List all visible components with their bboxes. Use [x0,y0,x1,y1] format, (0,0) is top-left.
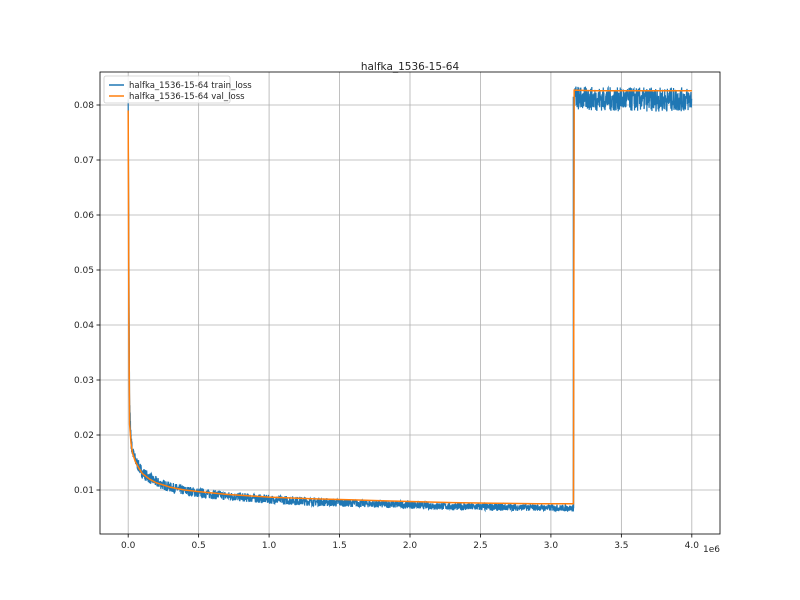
y-tick-label: 0.03 [74,376,94,386]
chart-title: halfka_1536-15-64 [361,61,460,73]
x-tick-label: 1.5 [332,541,346,551]
x-tick-label: 1.0 [262,541,277,551]
x-tick-label: 4.0 [685,541,700,551]
y-tick-label: 0.04 [74,321,94,331]
y-tick-label: 0.06 [74,211,94,221]
axis-ticks: 0.0 0.5 1.0 1.5 2.0 2.5 3.0 3.5 4.0 0.01 0.02 0.03 0… [74,101,699,551]
val-loss-line [127,89,692,505]
y-tick-label: 0.02 [74,431,94,441]
y-tick-label: 0.01 [74,486,94,496]
x-tick-label: 0.5 [191,541,205,551]
legend-box [103,75,231,104]
grid-lines [100,72,720,534]
y-tick-label: 0.08 [74,101,94,111]
legend-label: halfka_1536-15-64 train_loss [129,81,252,91]
train-loss-line [127,85,693,513]
x-tick-label: 2.0 [403,541,418,551]
x-tick-label: 3.0 [544,541,559,551]
series-lines [127,85,693,513]
legend-label: halfka_1536-15-64 val_loss [129,92,245,102]
x-tick-label: 2.5 [473,541,487,551]
x-axis-offset-label: 1e6 [703,545,720,555]
y-tick-label: 0.07 [74,156,94,166]
y-tick-label: 0.05 [74,266,94,276]
x-tick-label: 3.5 [614,541,628,551]
x-tick-label: 0.0 [121,541,136,551]
legend: halfka_1536-15-64 train_losshalfka_1536-… [103,75,252,104]
